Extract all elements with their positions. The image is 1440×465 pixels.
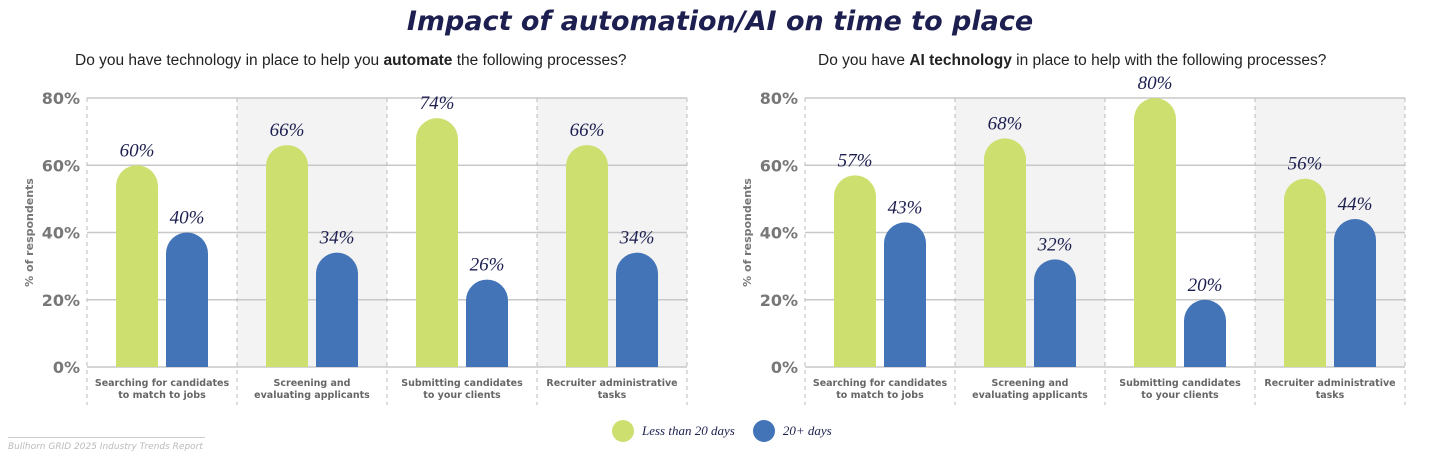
- x-tick-label: Submitting candidates: [1119, 378, 1241, 389]
- data-label: 32%: [1037, 234, 1073, 255]
- bar: [984, 138, 1026, 367]
- y-tick-label: 40%: [760, 224, 798, 243]
- x-tick-label: Recruiter administrative: [1264, 378, 1395, 389]
- bar: [884, 222, 926, 367]
- bar: [316, 252, 358, 367]
- y-tick-label: 60%: [42, 156, 80, 175]
- bar: [1034, 259, 1076, 367]
- data-label: 43%: [888, 197, 923, 218]
- x-tick-label: to match to jobs: [836, 390, 924, 401]
- data-label: 60%: [120, 140, 155, 161]
- x-tick-label: evaluating applicants: [972, 390, 1088, 401]
- bar: [416, 118, 458, 367]
- y-axis-label: % of respondents: [741, 178, 754, 287]
- subtitle-text: the following processes?: [452, 52, 627, 69]
- y-axis-label: % of respondents: [23, 178, 36, 287]
- data-label: 68%: [988, 113, 1023, 134]
- data-label: 34%: [619, 228, 655, 249]
- legend-swatch-blue: [752, 420, 775, 442]
- y-tick-label: 80%: [42, 89, 80, 108]
- y-tick-label: 60%: [760, 156, 798, 175]
- right-subtitle: Do you have AI technology in place to he…: [818, 52, 1326, 70]
- data-label: 44%: [1338, 194, 1373, 215]
- data-label: 66%: [270, 120, 305, 141]
- subtitle-text: Do you have: [818, 52, 910, 69]
- bar: [266, 145, 308, 367]
- bar: [1284, 178, 1326, 367]
- data-label: 74%: [420, 93, 455, 114]
- x-tick-label: to your clients: [423, 390, 501, 401]
- x-tick-label: Searching for candidates: [813, 378, 948, 389]
- data-label: 57%: [838, 150, 873, 171]
- footer-divider: [8, 437, 205, 438]
- data-label: 80%: [1138, 73, 1173, 94]
- bar: [1334, 219, 1376, 367]
- data-label: 40%: [170, 208, 205, 229]
- data-label: 20%: [1188, 275, 1223, 296]
- footer-source: Bullhorn GRID 2025 Industry Trends Repor…: [8, 442, 203, 452]
- y-tick-label: 0%: [771, 358, 798, 377]
- data-label: 66%: [570, 120, 605, 141]
- bar: [1184, 299, 1226, 367]
- subtitle-bold: AI technology: [909, 52, 1012, 69]
- data-label: 34%: [319, 228, 355, 249]
- legend-label: 20+ days: [782, 423, 832, 438]
- bar: [834, 175, 876, 367]
- y-tick-label: 20%: [760, 291, 798, 310]
- x-tick-label: Screening and: [992, 378, 1069, 389]
- legend-label: Less than 20 days: [642, 423, 735, 438]
- bar: [116, 165, 158, 367]
- x-tick-label: tasks: [598, 390, 627, 401]
- data-label: 56%: [1288, 154, 1323, 175]
- bar: [466, 279, 508, 367]
- x-tick-label: to match to jobs: [118, 390, 206, 401]
- x-tick-label: tasks: [1316, 390, 1345, 401]
- legend-swatch-green: [612, 420, 634, 442]
- x-tick-label: to your clients: [1141, 390, 1219, 401]
- x-tick-label: Screening and: [274, 378, 351, 389]
- x-tick-label: Submitting candidates: [401, 378, 523, 389]
- bar: [166, 232, 208, 367]
- subtitle-text: Do you have technology in place to help …: [75, 52, 384, 69]
- x-tick-label: Recruiter administrative: [546, 378, 677, 389]
- x-tick-label: Searching for candidates: [95, 378, 230, 389]
- subtitle-bold: automate: [383, 52, 453, 69]
- y-tick-label: 80%: [760, 89, 798, 108]
- subtitle-text: in place to help with the following proc…: [1011, 52, 1327, 69]
- y-tick-label: 40%: [42, 224, 80, 243]
- bar: [566, 145, 608, 367]
- left-subtitle: Do you have technology in place to help …: [75, 52, 626, 70]
- bar: [1134, 98, 1176, 367]
- y-tick-label: 0%: [53, 358, 80, 377]
- bar: [616, 252, 658, 367]
- x-tick-label: evaluating applicants: [254, 390, 370, 401]
- legend: Less than 20 days 20+ days: [612, 420, 832, 442]
- data-label: 26%: [470, 255, 505, 276]
- page-title: Impact of automation/AI on time to place: [406, 6, 1034, 37]
- y-tick-label: 20%: [42, 291, 80, 310]
